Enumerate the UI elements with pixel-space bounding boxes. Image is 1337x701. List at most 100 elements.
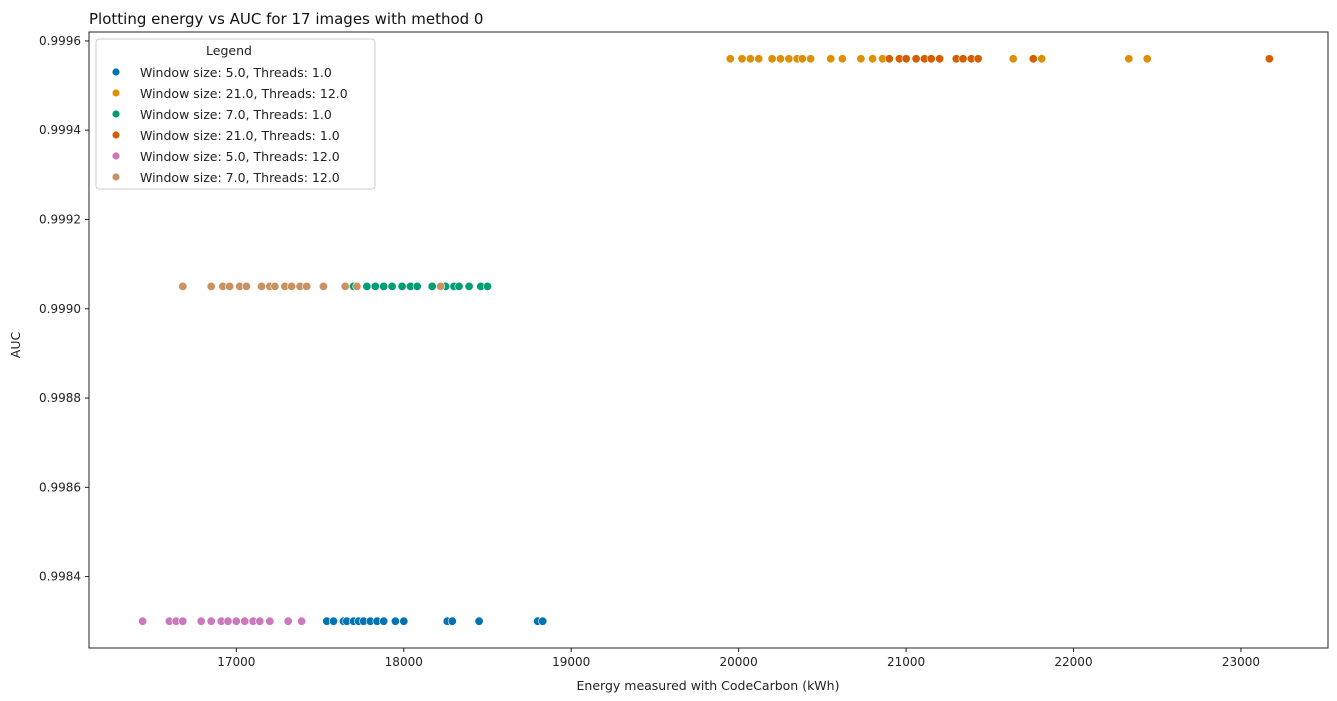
y-tick-label: 0.9994 <box>39 123 81 137</box>
data-point <box>328 616 338 626</box>
data-point <box>241 281 251 291</box>
data-point <box>884 54 894 64</box>
legend-entry-label: Window size: 5.0, Threads: 12.0 <box>140 149 340 164</box>
data-point <box>390 616 400 626</box>
x-tick-label: 19000 <box>552 655 590 669</box>
data-point <box>399 616 409 626</box>
legend-title: Legend <box>206 43 252 58</box>
data-point <box>767 54 777 64</box>
axes: 17000 18000 19000 20000 21000 22000 23000 0.998… <box>39 31 1329 669</box>
legend-marker <box>112 110 120 118</box>
data-point <box>1124 54 1134 64</box>
data-point <box>297 616 307 626</box>
data-point <box>454 281 464 291</box>
x-tick-label: 20000 <box>720 655 758 669</box>
y-axis-label: AUC <box>8 332 23 359</box>
y-tick-label: 0.9986 <box>39 480 81 494</box>
legend: Legend Window size: 5.0, Threads: 1.0 Wind… <box>95 38 376 190</box>
plot-frame <box>88 31 1329 649</box>
data-point <box>1028 54 1038 64</box>
x-tick-label: 21000 <box>887 655 925 669</box>
data-point <box>256 281 266 291</box>
legend-entry-label: Window size: 21.0, Threads: 1.0 <box>140 128 340 143</box>
data-point <box>973 54 983 64</box>
data-point <box>379 281 389 291</box>
data-point <box>797 54 807 64</box>
data-point <box>370 281 380 291</box>
data-point <box>318 281 328 291</box>
legend-marker <box>112 68 120 76</box>
y-tick-label: 0.9992 <box>39 212 81 226</box>
data-point <box>538 616 548 626</box>
data-point <box>474 616 484 626</box>
data-point <box>352 281 362 291</box>
data-point <box>856 54 866 64</box>
data-point <box>958 54 968 64</box>
data-point <box>754 54 764 64</box>
data-point <box>340 281 350 291</box>
legend-marker <box>112 173 120 181</box>
data-point <box>935 54 945 64</box>
legend-entry-label: Window size: 5.0, Threads: 1.0 <box>140 65 332 80</box>
data-point <box>255 616 265 626</box>
data-point <box>178 281 188 291</box>
data-point <box>737 54 747 64</box>
data-point <box>837 54 847 64</box>
y-tick-label: 0.9996 <box>39 34 81 48</box>
data-point <box>387 281 397 291</box>
data-point <box>826 54 836 64</box>
data-point <box>1037 54 1047 64</box>
data-point <box>196 616 206 626</box>
data-point <box>1142 54 1152 64</box>
chart-title: Plotting energy vs AUC for 17 images wit… <box>89 10 483 28</box>
data-point <box>138 616 148 626</box>
data-point <box>447 616 457 626</box>
x-tick-label: 22000 <box>1054 655 1092 669</box>
legend-box <box>95 38 376 190</box>
data-point <box>231 616 241 626</box>
legend-marker <box>112 152 120 160</box>
data-point <box>270 281 280 291</box>
data-point <box>178 616 188 626</box>
data-point <box>206 281 216 291</box>
x-tick-label: 23000 <box>1222 655 1260 669</box>
data-point <box>302 281 312 291</box>
y-tick-label: 0.9990 <box>39 302 81 316</box>
data-point <box>745 54 755 64</box>
legend-marker <box>112 89 120 97</box>
data-point <box>379 616 389 626</box>
x-tick-label: 17000 <box>217 655 255 669</box>
y-tick-label: 0.9984 <box>39 570 81 584</box>
data-point <box>362 281 372 291</box>
data-point <box>206 616 216 626</box>
data-point <box>464 281 474 291</box>
x-axis-label: Energy measured with CodeCarbon (kWh) <box>577 678 840 693</box>
legend-entry-label: Window size: 21.0, Threads: 12.0 <box>140 86 348 101</box>
data-point <box>868 54 878 64</box>
data-point <box>784 54 794 64</box>
data-point <box>412 281 422 291</box>
data-point <box>427 281 437 291</box>
data-point <box>265 616 275 626</box>
legend-entry-label: Window size: 7.0, Threads: 1.0 <box>140 107 332 122</box>
data-point <box>725 54 735 64</box>
data-point <box>397 281 407 291</box>
data-point <box>225 281 235 291</box>
data-point <box>911 54 921 64</box>
y-tick-label: 0.9988 <box>39 391 81 405</box>
data-point <box>436 281 446 291</box>
data-point <box>283 616 293 626</box>
legend-entry-label: Window size: 7.0, Threads: 12.0 <box>140 170 340 185</box>
data-point <box>806 54 816 64</box>
legend-marker <box>112 131 120 139</box>
data-point <box>1264 54 1274 64</box>
data-point <box>1008 54 1018 64</box>
data-point <box>287 281 297 291</box>
x-tick-label: 18000 <box>385 655 423 669</box>
data-point <box>482 281 492 291</box>
data-point <box>926 54 936 64</box>
data-point <box>901 54 911 64</box>
data-point <box>240 616 250 626</box>
plot-area <box>138 54 1274 626</box>
